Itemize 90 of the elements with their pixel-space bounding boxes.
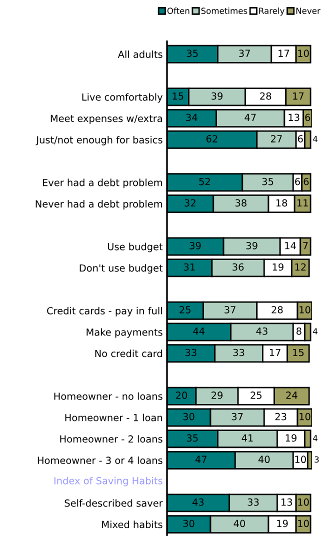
data-label: 32 bbox=[184, 199, 196, 207]
legend-label: Sometimes bbox=[201, 8, 248, 14]
data-label: 41 bbox=[242, 434, 253, 442]
data-label: 18 bbox=[276, 199, 288, 207]
data-label: 35 bbox=[262, 178, 274, 186]
data-label: 13 bbox=[282, 498, 292, 506]
data-label: 43 bbox=[256, 327, 268, 335]
data-label: 47 bbox=[244, 114, 256, 121]
data-label: 20 bbox=[176, 392, 188, 399]
data-label: 14 bbox=[285, 242, 296, 250]
data-label: 10 bbox=[298, 50, 309, 57]
data-label: 35 bbox=[186, 434, 198, 442]
data-label: 10 bbox=[295, 456, 306, 464]
data-label: 47 bbox=[195, 456, 206, 463]
data-label: 62 bbox=[206, 135, 218, 142]
legend-label: Rarely bbox=[259, 8, 284, 16]
y-tick-label: Homeowner - no loans bbox=[54, 392, 162, 400]
y-tick-label: Homeowner - 3 or 4 loans bbox=[38, 456, 162, 464]
data-label: 6 bbox=[304, 178, 309, 186]
data-label: 15 bbox=[172, 92, 184, 100]
data-label: 40 bbox=[234, 520, 246, 528]
y-tick-label: Just/not enough for basics bbox=[36, 136, 162, 146]
data-label: 13 bbox=[288, 114, 300, 122]
data-label: 30 bbox=[183, 520, 194, 528]
data-label: 10 bbox=[300, 306, 310, 314]
data-label: 6 bbox=[295, 178, 300, 186]
data-label: 6 bbox=[298, 135, 303, 142]
data-label: 10 bbox=[298, 520, 309, 528]
data-label: 39 bbox=[190, 242, 201, 250]
data-label: 37 bbox=[239, 50, 250, 57]
data-label: 29 bbox=[212, 392, 223, 399]
y-tick-label: No credit card bbox=[95, 350, 162, 358]
data-label: 39 bbox=[246, 242, 258, 250]
data-label: 34 bbox=[186, 114, 198, 122]
data-label: 7 bbox=[303, 242, 308, 250]
data-label: 25 bbox=[250, 392, 262, 399]
y-tick-label: Credit cards - pay in full bbox=[47, 306, 162, 316]
data-label: 33 bbox=[185, 348, 196, 356]
data-label: 4 bbox=[313, 435, 318, 442]
data-label: 39 bbox=[212, 92, 223, 100]
y-tick-label: Make payments bbox=[86, 328, 162, 338]
data-label: 10 bbox=[298, 498, 309, 506]
data-label: 19 bbox=[277, 520, 288, 528]
data-label: 8 bbox=[296, 327, 302, 335]
data-label: 4 bbox=[313, 328, 318, 334]
data-label: 37 bbox=[224, 306, 236, 314]
text: Index of Saving Habits bbox=[54, 476, 162, 486]
data-label: 33 bbox=[248, 498, 259, 506]
data-label: 19 bbox=[286, 434, 296, 442]
y-tick-label: Mixed habits bbox=[102, 520, 162, 528]
y-tick-label: Self-described saver bbox=[64, 499, 163, 507]
data-label: 31 bbox=[184, 263, 195, 271]
data-label: 6 bbox=[305, 114, 310, 122]
data-label: 28 bbox=[260, 92, 272, 100]
data-label: 10 bbox=[300, 412, 310, 420]
data-label: 17 bbox=[293, 92, 304, 100]
y-tick-label: Homeowner - 1 loan bbox=[65, 414, 162, 422]
data-label: 35 bbox=[186, 50, 198, 57]
data-label: 27 bbox=[271, 135, 282, 142]
data-label: 4 bbox=[313, 136, 318, 142]
data-label: 36 bbox=[232, 263, 244, 271]
data-label: 28 bbox=[272, 306, 283, 314]
y-tick-label: Homeowner - 2 loans bbox=[60, 435, 162, 443]
y-tick-label: Ever had a debt problem bbox=[42, 178, 162, 188]
data-label: 30 bbox=[183, 412, 194, 420]
data-label: 23 bbox=[275, 412, 286, 420]
data-label: 17 bbox=[278, 50, 290, 57]
data-label: 15 bbox=[293, 348, 304, 356]
data-label: 19 bbox=[272, 263, 284, 271]
data-label: 11 bbox=[297, 199, 308, 206]
y-tick-label: Meet expenses w/extra bbox=[50, 114, 162, 124]
data-label: 52 bbox=[199, 178, 210, 186]
data-label: 44 bbox=[193, 328, 205, 335]
legend-label: Often bbox=[167, 8, 190, 14]
y-tick-label: All adults bbox=[118, 50, 162, 58]
y-tick-label: Live comfortably bbox=[82, 93, 163, 103]
data-label: 33 bbox=[233, 348, 244, 356]
y-tick-label: Use budget bbox=[108, 242, 163, 252]
data-label: 38 bbox=[236, 199, 246, 207]
legend-label: Never bbox=[296, 8, 320, 14]
data-label: 3 bbox=[314, 456, 319, 463]
data-label: 37 bbox=[232, 412, 243, 420]
data-label: 40 bbox=[258, 456, 270, 464]
y-tick-label: Don't use budget bbox=[80, 264, 163, 274]
data-label: 25 bbox=[180, 306, 190, 314]
data-label: 17 bbox=[270, 348, 280, 356]
data-label: 24 bbox=[286, 392, 298, 399]
y-tick-label: Never had a debt problem bbox=[36, 200, 162, 210]
data-label: 43 bbox=[192, 498, 204, 506]
data-label: 12 bbox=[295, 263, 306, 271]
